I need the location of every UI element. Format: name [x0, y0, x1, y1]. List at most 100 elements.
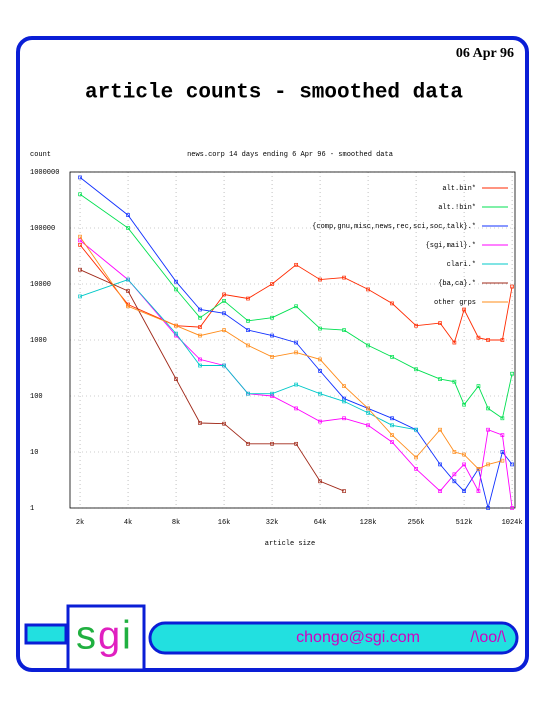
legend-label: {sgi,mail}.* — [426, 242, 476, 250]
data-point — [270, 333, 274, 338]
legend-label: {comp,gnu,misc,news,rec,sci,soc,talk}.* — [312, 223, 476, 231]
data-point — [174, 279, 178, 284]
data-point — [318, 369, 322, 373]
data-point — [438, 321, 442, 325]
data-point — [318, 391, 322, 396]
data-point — [198, 421, 202, 425]
data-point — [222, 299, 226, 303]
data-point — [366, 343, 370, 348]
footer-bar — [148, 621, 519, 655]
data-point — [174, 323, 178, 328]
logo-box — [66, 604, 146, 672]
data-point — [500, 416, 505, 421]
y-tick-label: 10 — [30, 449, 38, 457]
data-point — [198, 363, 202, 368]
data-point — [414, 455, 418, 460]
data-point — [174, 287, 178, 292]
data-point — [452, 379, 457, 384]
data-point — [294, 441, 298, 446]
data-point — [126, 304, 130, 309]
data-point — [222, 292, 226, 297]
legend-label: {ba,ca}.* — [438, 280, 476, 288]
data-point — [390, 355, 394, 359]
data-point — [270, 355, 274, 359]
legend-label: other grps — [434, 299, 476, 307]
data-point — [486, 506, 490, 510]
data-point — [270, 391, 274, 396]
data-point — [414, 367, 418, 372]
data-point — [78, 294, 82, 299]
x-tick-label: 1024k — [502, 519, 523, 527]
data-point — [462, 402, 466, 407]
data-point — [222, 328, 226, 332]
data-point — [500, 433, 505, 437]
data-point — [198, 357, 202, 362]
data-point — [366, 406, 370, 411]
y-axis-title: count — [30, 151, 51, 159]
logo-letter: s — [76, 614, 96, 658]
legend-label: alt.!bin* — [438, 204, 476, 212]
data-point — [270, 315, 274, 320]
data-point — [438, 377, 442, 381]
series-line — [79, 279, 417, 431]
data-point — [510, 506, 514, 510]
data-point — [452, 340, 457, 345]
data-point — [390, 433, 394, 437]
x-tick-label: 16k — [218, 519, 231, 527]
data-point — [476, 489, 481, 493]
data-point — [294, 382, 298, 387]
data-point — [222, 311, 226, 316]
data-point — [366, 287, 370, 292]
data-point — [486, 427, 490, 432]
data-point — [342, 275, 346, 280]
data-point — [390, 423, 394, 428]
data-point — [318, 479, 322, 484]
data-point — [78, 267, 82, 272]
plot-frame — [69, 171, 516, 509]
frame — [16, 36, 529, 672]
data-point — [246, 318, 250, 323]
data-point — [246, 441, 250, 446]
email: chongo@sgi.com — [296, 629, 420, 646]
data-point — [318, 277, 322, 282]
data-point — [198, 307, 202, 312]
data-point — [366, 423, 370, 428]
x-axis-title: article size — [265, 540, 315, 548]
data-point — [510, 462, 514, 467]
x-tick-label: 512k — [456, 519, 473, 527]
data-point — [462, 462, 466, 467]
series-line — [79, 269, 345, 492]
data-point — [246, 296, 250, 301]
data-point — [476, 467, 481, 471]
data-point — [198, 325, 202, 329]
data-point — [414, 323, 418, 328]
data-point — [486, 462, 490, 467]
data-point — [342, 384, 346, 388]
date: 06 Apr 96 — [456, 46, 514, 61]
data-point — [476, 335, 481, 340]
data-point — [462, 452, 466, 457]
data-point — [452, 472, 457, 477]
data-point — [78, 192, 82, 197]
x-tick-label: 256k — [408, 519, 425, 527]
data-point — [126, 213, 130, 217]
data-point — [198, 315, 202, 320]
legend-label: clari.* — [447, 261, 476, 269]
data-point — [222, 363, 226, 368]
series-line — [79, 236, 503, 470]
data-point — [318, 326, 322, 331]
x-tick-label: 32k — [266, 519, 279, 527]
data-point — [294, 406, 298, 411]
data-point — [78, 175, 82, 180]
y-tick-label: 1000 — [30, 337, 47, 345]
y-tick-label: 10000 — [30, 281, 51, 289]
data-point — [390, 440, 394, 444]
data-point — [246, 391, 250, 396]
series-line — [79, 193, 513, 420]
data-point — [294, 262, 298, 267]
data-point — [294, 350, 298, 355]
data-point — [294, 340, 298, 345]
data-point — [414, 427, 418, 432]
data-point — [500, 450, 505, 454]
x-tick-label: 8k — [172, 519, 180, 527]
